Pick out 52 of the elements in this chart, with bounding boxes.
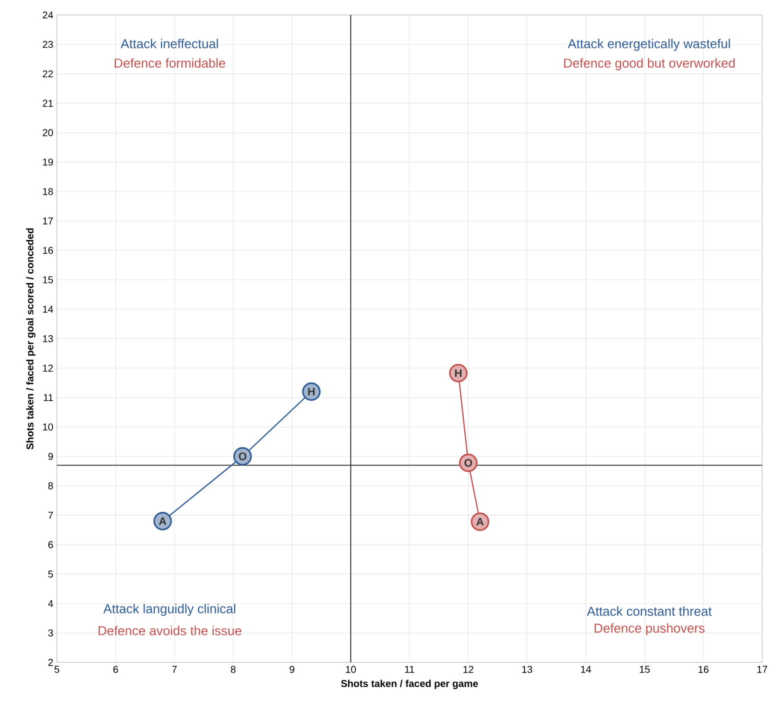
y-tick-label: 11 <box>44 394 53 401</box>
x-tick-label: 13 <box>522 666 532 673</box>
x-tick-label: 8 <box>230 666 236 673</box>
x-tick-label: 7 <box>172 666 177 673</box>
y-tick-label: 18 <box>43 188 53 195</box>
annotation: O <box>238 452 246 460</box>
y-tick-label: 22 <box>42 70 53 78</box>
annotation: Defence good but overworked <box>564 58 735 70</box>
annotation: Attack ineffectual <box>120 38 218 48</box>
annotation: Attack languidly clinical <box>103 604 236 616</box>
x-tick-label: 12 <box>464 666 474 673</box>
annotation: Defence formidable <box>114 58 226 68</box>
x-axis-title: Shots taken / faced per game <box>341 680 478 689</box>
y-tick-label: 20 <box>42 129 53 136</box>
annotation: Attack energetically wasteful <box>568 38 730 51</box>
y-tick-label: 17 <box>43 217 53 224</box>
y-tick-label: 21 <box>42 100 53 107</box>
y-tick-label: 13 <box>43 335 53 342</box>
x-tick-label: 17 <box>757 666 768 673</box>
x-tick-label: 9 <box>290 666 294 673</box>
x-tick-label: 11 <box>405 666 414 673</box>
y-tick-label: 10 <box>43 423 53 430</box>
y-tick-label: 12 <box>43 364 53 372</box>
annotation: Attack constant threat <box>586 606 712 616</box>
annotation: H <box>308 388 315 396</box>
annotation: O <box>464 458 472 467</box>
y-tick-label: 14 <box>43 306 54 313</box>
x-tick-label: 5 <box>54 666 60 673</box>
annotation: A <box>158 517 166 525</box>
y-tick-label: 4 <box>48 600 54 607</box>
y-tick-label: 5 <box>48 570 53 578</box>
x-tick-label: 15 <box>640 666 650 673</box>
y-tick-label: 2 <box>48 658 53 666</box>
y-tick-label: 16 <box>43 246 53 254</box>
y-tick-label: 6 <box>48 541 53 548</box>
y-tick-label: 24 <box>42 11 54 18</box>
x-tick-label: 16 <box>698 666 708 673</box>
x-tick-label: 14 <box>581 666 592 673</box>
y-tick-label: 7 <box>48 512 53 519</box>
annotation: Defence pushovers <box>594 623 704 636</box>
annotation: Defence avoids the issue <box>98 626 242 636</box>
y-tick-label: 9 <box>48 452 53 460</box>
x-tick-label: 6 <box>113 666 118 673</box>
y-tick-label: 23 <box>42 40 53 48</box>
x-tick-label: 10 <box>346 666 356 673</box>
y-tick-label: 15 <box>43 276 53 284</box>
y-tick-label: 19 <box>43 158 53 166</box>
y-tick-label: 3 <box>48 629 53 636</box>
y-axis-title: Shots taken / faced per goal scored / conceded <box>26 228 36 450</box>
annotation: A <box>476 518 484 526</box>
annotation: H <box>455 369 462 377</box>
y-tick-label: 8 <box>48 482 53 490</box>
